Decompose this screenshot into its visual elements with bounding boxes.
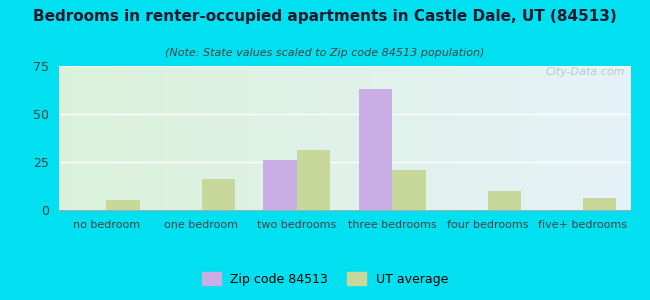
Bar [263,160,297,210]
Bar [106,200,140,210]
Text: City-Data.com: City-Data.com [545,68,625,77]
Legend: Zip code 84513, UT average: Zip code 84513, UT average [197,267,453,291]
Bar [583,199,616,210]
Bar [488,191,521,210]
Bar [297,151,330,210]
Text: Bedrooms in renter-occupied apartments in Castle Dale, UT (84513): Bedrooms in renter-occupied apartments i… [33,9,617,24]
Text: (Note: State values scaled to Zip code 84513 population): (Note: State values scaled to Zip code 8… [165,48,485,58]
Bar [359,89,392,210]
Bar [392,170,426,210]
Bar [202,179,235,210]
